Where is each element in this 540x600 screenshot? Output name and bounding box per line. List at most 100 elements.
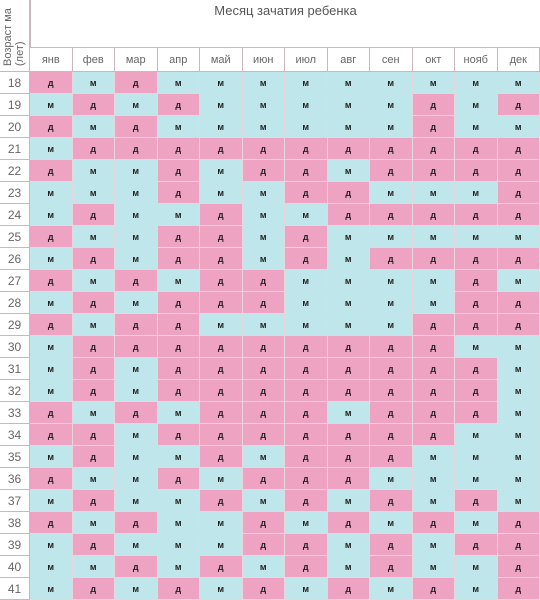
- girl-cell: д: [370, 160, 413, 182]
- boy-cell: м: [30, 292, 73, 314]
- age-cell: 38: [0, 512, 30, 534]
- boy-cell: м: [327, 226, 370, 248]
- boy-cell: м: [115, 424, 158, 446]
- boy-cell: м: [370, 226, 413, 248]
- girl-cell: д: [327, 336, 370, 358]
- boy-cell: м: [157, 72, 200, 94]
- girl-cell: д: [242, 512, 285, 534]
- age-cell: 34: [0, 424, 30, 446]
- month-header: дек: [497, 48, 540, 72]
- boy-cell: м: [497, 446, 540, 468]
- boy-cell: м: [327, 94, 370, 116]
- boy-cell: м: [115, 358, 158, 380]
- age-cell: 21: [0, 138, 30, 160]
- age-column-label: Возраст ма (лет): [2, 0, 26, 66]
- girl-cell: д: [157, 358, 200, 380]
- girl-cell: д: [72, 578, 115, 600]
- girl-cell: д: [242, 534, 285, 556]
- girl-cell: д: [455, 292, 498, 314]
- chart-header: Месяц зачатия ребенка: [30, 0, 540, 48]
- boy-cell: м: [412, 182, 455, 204]
- boy-cell: м: [370, 512, 413, 534]
- girl-cell: д: [455, 248, 498, 270]
- girl-cell: д: [412, 578, 455, 600]
- boy-cell: м: [285, 578, 328, 600]
- boy-cell: м: [412, 534, 455, 556]
- girl-cell: д: [200, 138, 243, 160]
- boy-cell: м: [327, 270, 370, 292]
- girl-cell: д: [285, 182, 328, 204]
- boy-cell: м: [455, 578, 498, 600]
- girl-cell: д: [455, 138, 498, 160]
- girl-cell: д: [200, 336, 243, 358]
- girl-cell: д: [72, 534, 115, 556]
- boy-cell: м: [200, 72, 243, 94]
- boy-cell: м: [157, 204, 200, 226]
- girl-cell: д: [285, 380, 328, 402]
- girl-cell: д: [157, 468, 200, 490]
- boy-cell: м: [455, 424, 498, 446]
- boy-cell: м: [72, 512, 115, 534]
- girl-cell: д: [30, 116, 73, 138]
- age-cell: 39: [0, 534, 30, 556]
- girl-cell: д: [412, 336, 455, 358]
- girl-cell: д: [285, 358, 328, 380]
- age-cell: 27: [0, 270, 30, 292]
- boy-cell: м: [497, 72, 540, 94]
- boy-cell: м: [497, 380, 540, 402]
- girl-cell: д: [497, 160, 540, 182]
- girl-cell: д: [497, 534, 540, 556]
- girl-cell: д: [242, 270, 285, 292]
- girl-cell: д: [30, 424, 73, 446]
- boy-cell: м: [327, 556, 370, 578]
- girl-cell: д: [242, 292, 285, 314]
- boy-cell: м: [115, 226, 158, 248]
- age-cell: 32: [0, 380, 30, 402]
- girl-cell: д: [285, 446, 328, 468]
- boy-cell: м: [455, 556, 498, 578]
- boy-cell: м: [30, 94, 73, 116]
- girl-cell: д: [455, 490, 498, 512]
- girl-cell: д: [327, 424, 370, 446]
- age-cell: 35: [0, 446, 30, 468]
- month-header: нояб: [455, 48, 498, 72]
- boy-cell: м: [370, 468, 413, 490]
- age-cell: 26: [0, 248, 30, 270]
- girl-cell: д: [370, 556, 413, 578]
- boy-cell: м: [115, 248, 158, 270]
- girl-cell: д: [285, 226, 328, 248]
- girl-cell: д: [370, 248, 413, 270]
- boy-cell: м: [497, 226, 540, 248]
- girl-cell: д: [72, 424, 115, 446]
- age-cell: 24: [0, 204, 30, 226]
- girl-cell: д: [327, 578, 370, 600]
- boy-cell: м: [72, 314, 115, 336]
- boy-cell: м: [30, 182, 73, 204]
- girl-cell: д: [455, 270, 498, 292]
- boy-cell: м: [412, 556, 455, 578]
- boy-cell: м: [455, 182, 498, 204]
- girl-cell: д: [72, 446, 115, 468]
- girl-cell: д: [327, 468, 370, 490]
- boy-cell: м: [327, 490, 370, 512]
- girl-cell: д: [157, 380, 200, 402]
- month-header: июн: [242, 48, 285, 72]
- month-header: фев: [72, 48, 115, 72]
- girl-cell: д: [115, 138, 158, 160]
- boy-cell: м: [200, 160, 243, 182]
- girl-cell: д: [242, 402, 285, 424]
- boy-cell: м: [370, 270, 413, 292]
- boy-cell: м: [327, 248, 370, 270]
- boy-cell: м: [115, 490, 158, 512]
- boy-cell: м: [327, 402, 370, 424]
- boy-cell: м: [370, 116, 413, 138]
- boy-cell: м: [157, 534, 200, 556]
- age-cell: 25: [0, 226, 30, 248]
- girl-cell: д: [497, 204, 540, 226]
- month-header: май: [200, 48, 243, 72]
- boy-cell: м: [285, 292, 328, 314]
- boy-cell: м: [242, 72, 285, 94]
- girl-cell: д: [242, 468, 285, 490]
- girl-cell: д: [200, 402, 243, 424]
- boy-cell: м: [72, 72, 115, 94]
